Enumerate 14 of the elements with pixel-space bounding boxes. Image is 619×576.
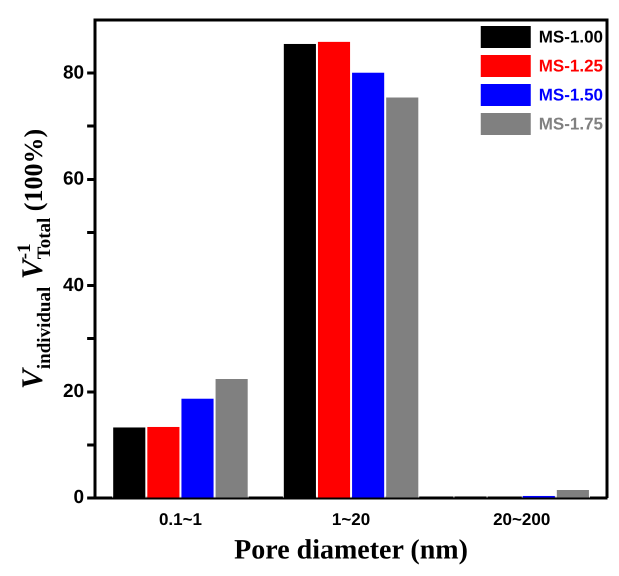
legend-label: MS-1.00 bbox=[538, 28, 603, 47]
y-tick-label: 20 bbox=[62, 381, 84, 402]
legend-label: MS-1.50 bbox=[538, 86, 603, 105]
y-tick-label: 40 bbox=[62, 274, 84, 296]
x-tick-label: 20~200 bbox=[493, 510, 550, 529]
legend-label: MS-1.25 bbox=[538, 56, 603, 76]
legend-label: MS-1.75 bbox=[538, 114, 603, 134]
y-axis-title: Vindividual V-1Total (100%) bbox=[14, 128, 55, 390]
y-tick-label: 60 bbox=[62, 168, 84, 190]
y-tick-label: 80 bbox=[62, 62, 84, 84]
x-axis-title: Pore diameter (nm) bbox=[234, 534, 468, 566]
x-tick-label: 0.1~1 bbox=[158, 510, 202, 529]
x-tick-label: 1~20 bbox=[332, 510, 370, 529]
y-tick-label: 0 bbox=[74, 487, 84, 508]
